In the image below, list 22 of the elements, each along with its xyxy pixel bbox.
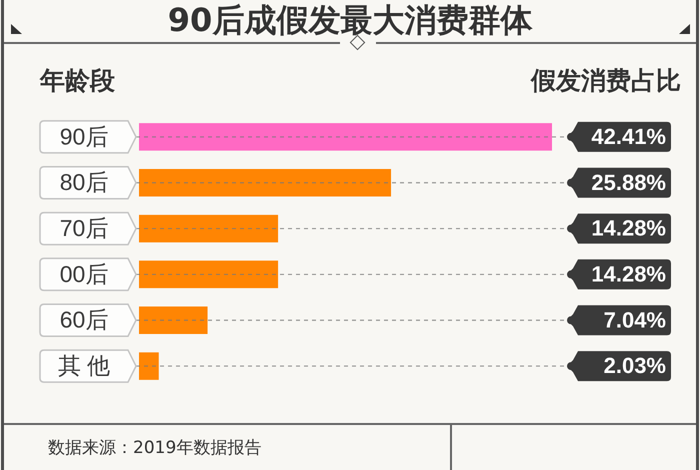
y-tick-label: 80后 xyxy=(60,169,108,196)
y-tick-label: 70后 xyxy=(60,214,108,241)
bar xyxy=(139,123,552,151)
y-tick-label: 90后 xyxy=(60,123,108,150)
data-label: 7.04% xyxy=(604,307,666,332)
y-tick-label: 其 他 xyxy=(58,352,110,378)
bar xyxy=(139,214,278,242)
data-label: 25.88% xyxy=(591,170,666,195)
x-axis-title: 假发消费占比 xyxy=(531,66,681,96)
data-label: 14.28% xyxy=(591,261,666,286)
y-axis-title: 年龄段 xyxy=(40,66,115,96)
y-tick-label: 00后 xyxy=(60,260,108,287)
data-label: 14.28% xyxy=(591,216,666,241)
data-label: 2.03% xyxy=(604,353,666,378)
source-note: 数据来源：2019年数据报告 xyxy=(48,437,262,460)
bar xyxy=(139,352,159,380)
chart-title: 90后成假发最大消费群体 xyxy=(166,1,534,39)
y-tick-label: 60后 xyxy=(60,306,108,333)
bar xyxy=(139,169,392,196)
bar xyxy=(139,306,208,334)
bar xyxy=(139,260,278,288)
data-label: 42.41% xyxy=(591,124,666,149)
